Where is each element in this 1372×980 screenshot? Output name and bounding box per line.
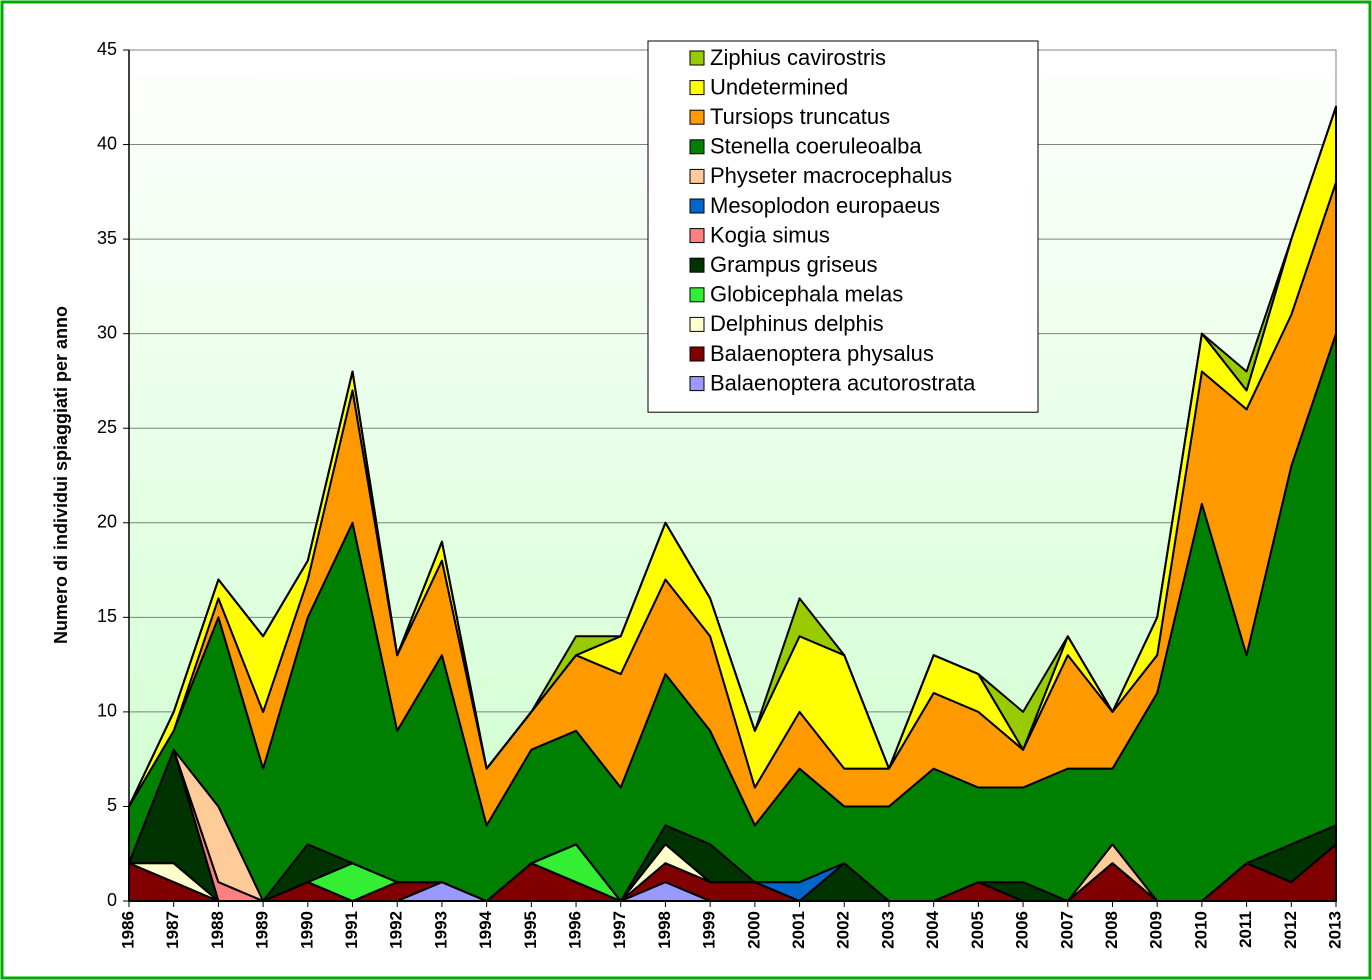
legend-label: Grampus griseus — [710, 252, 878, 277]
legend-label: Physeter macrocephalus — [710, 163, 952, 188]
legend-box — [647, 40, 1039, 413]
x-tick-label: 2013 — [1325, 911, 1344, 949]
legend-swatch — [689, 287, 705, 303]
legend-label: Balaenoptera acutorostrata — [710, 370, 976, 395]
legend-label: Balaenoptera physalus — [710, 341, 934, 366]
x-tick-label: 1993 — [431, 911, 450, 949]
area — [128, 105, 1337, 808]
y-tick-label: 15 — [97, 606, 117, 626]
legend-label: Kogia simus — [710, 222, 830, 247]
y-tick-label: 20 — [97, 512, 117, 532]
x-tick-label: 1988 — [208, 911, 227, 949]
x-tick-label: 1987 — [163, 911, 182, 949]
y-tick-label: 10 — [97, 701, 117, 721]
x-tick-label: 1994 — [476, 910, 495, 948]
x-tick-label: 1986 — [118, 911, 137, 949]
legend-label: Mesoplodon europaeus — [710, 193, 940, 218]
legend-swatch — [689, 50, 705, 66]
x-tick-label: 1997 — [610, 911, 629, 949]
x-tick-label: 1996 — [566, 911, 585, 949]
x-tick-label: 1998 — [655, 911, 674, 949]
legend-label: Undetermined — [710, 74, 848, 99]
legend-swatch — [689, 168, 705, 184]
x-tick-label: 2004 — [923, 910, 942, 948]
x-tick-label: 1989 — [253, 911, 272, 949]
y-tick-label: 5 — [107, 795, 117, 815]
legend-swatch — [689, 80, 705, 96]
legend-label: Stenella coeruleoalba — [710, 134, 922, 159]
legend-label: Delphinus delphis — [710, 311, 884, 336]
legend-swatch — [689, 257, 705, 273]
x-tick-label: 1995 — [521, 911, 540, 949]
legend-swatch — [689, 198, 705, 214]
x-tick-label: 2012 — [1281, 911, 1300, 949]
legend-label: Ziphius cavirostris — [710, 45, 886, 70]
legend-swatch — [689, 139, 705, 155]
x-tick-label: 1999 — [700, 911, 719, 949]
x-tick-label: 1990 — [297, 911, 316, 949]
x-tick-label: 2007 — [1057, 911, 1076, 949]
legend-swatch — [689, 109, 705, 125]
y-tick-label: 30 — [97, 322, 117, 342]
x-tick-label: 2002 — [834, 911, 853, 949]
x-tick-label: 2009 — [1147, 911, 1166, 949]
legend-swatch — [689, 228, 705, 244]
x-tick-label: 2000 — [744, 911, 763, 949]
x-tick-label: 2006 — [1013, 911, 1032, 949]
legend-label: Tursiops truncatus — [710, 104, 890, 129]
legend-swatch — [689, 376, 705, 392]
x-tick-label: 2008 — [1102, 911, 1121, 949]
legend-label: Globicephala melas — [710, 282, 903, 307]
y-axis-title: Numero di individui spiaggiati per anno — [51, 306, 71, 644]
x-tick-label: 2005 — [968, 911, 987, 949]
x-tick-label: 2011 — [1236, 911, 1255, 948]
y-tick-label: 40 — [97, 133, 117, 153]
y-tick-label: 25 — [97, 417, 117, 437]
legend-swatch — [689, 316, 705, 332]
y-tick-label: 0 — [107, 890, 117, 910]
y-tick-label: 35 — [97, 228, 117, 248]
x-tick-label: 2003 — [878, 911, 897, 949]
x-tick-label: 1991 — [342, 911, 361, 949]
x-tick-label: 1992 — [387, 911, 406, 949]
legend-swatch — [689, 346, 705, 362]
y-tick-label: 45 — [97, 39, 117, 59]
x-tick-label: 2010 — [1191, 911, 1210, 949]
x-tick-label: 2001 — [789, 911, 808, 949]
